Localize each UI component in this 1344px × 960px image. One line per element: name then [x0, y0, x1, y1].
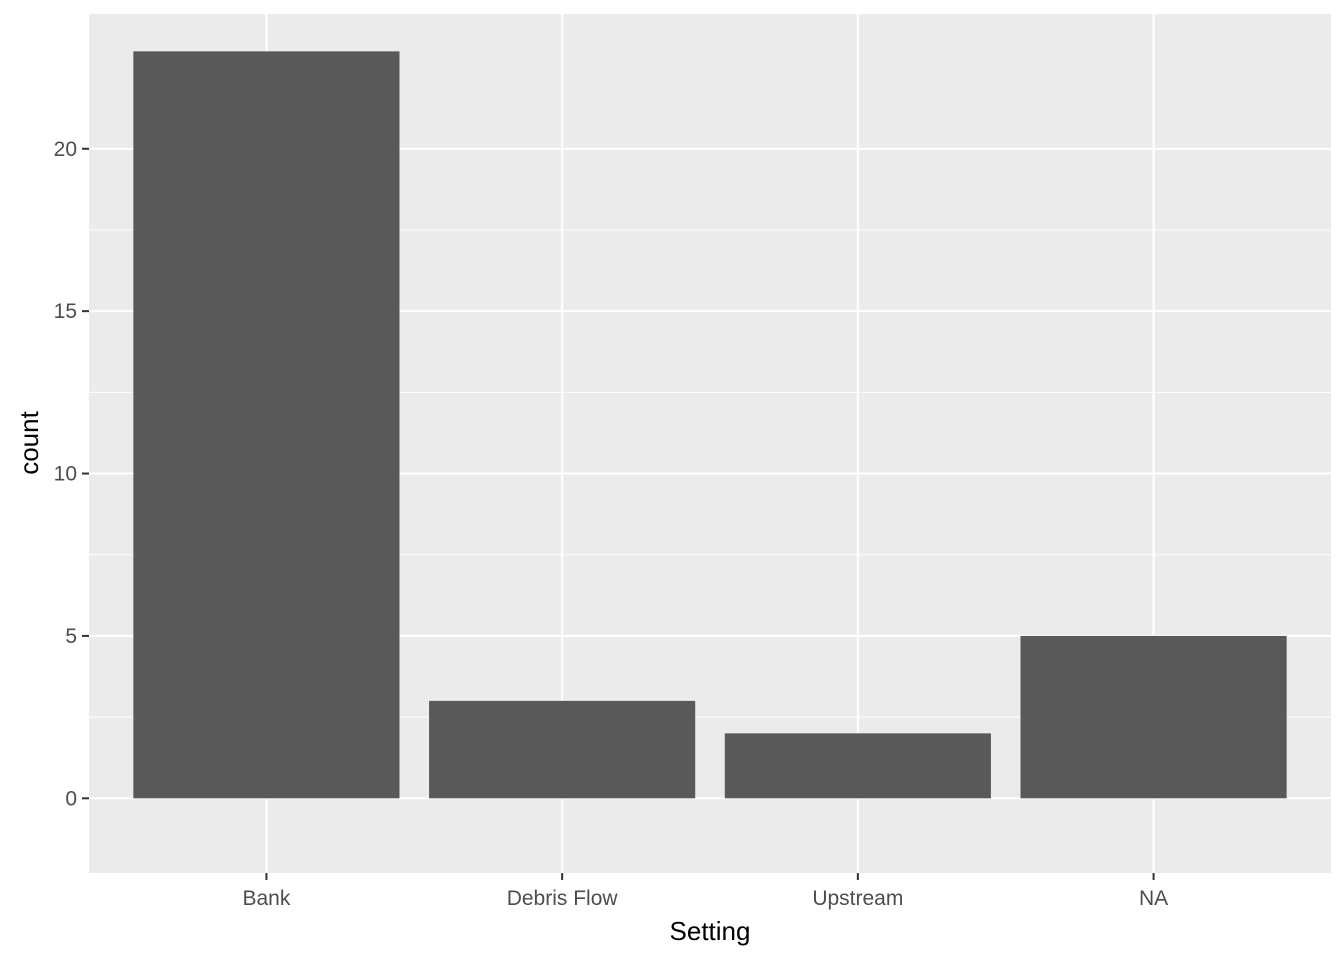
x-tick-label: Bank: [242, 887, 290, 910]
bars: [133, 51, 1287, 799]
bar-upstream: [724, 733, 991, 799]
y-axis-title: count: [14, 410, 44, 474]
y-tick-label: 20: [54, 138, 77, 161]
y-tick-label: 10: [54, 463, 77, 486]
y-tick-label: 0: [65, 787, 77, 810]
y-axis: 0 5 10 15 20: [54, 138, 89, 810]
x-tick-label: NA: [1139, 887, 1168, 910]
x-axis-title: Setting: [670, 916, 751, 946]
y-tick-label: 15: [54, 300, 77, 323]
x-axis: Bank Debris Flow Upstream NA: [242, 873, 1168, 910]
y-tick-label: 5: [65, 625, 77, 648]
x-tick-label: Debris Flow: [507, 887, 619, 910]
bar-bank: [133, 51, 400, 799]
bar-debris-flow: [429, 700, 696, 799]
bar-na: [1020, 635, 1287, 799]
x-tick-label: Upstream: [812, 887, 903, 910]
